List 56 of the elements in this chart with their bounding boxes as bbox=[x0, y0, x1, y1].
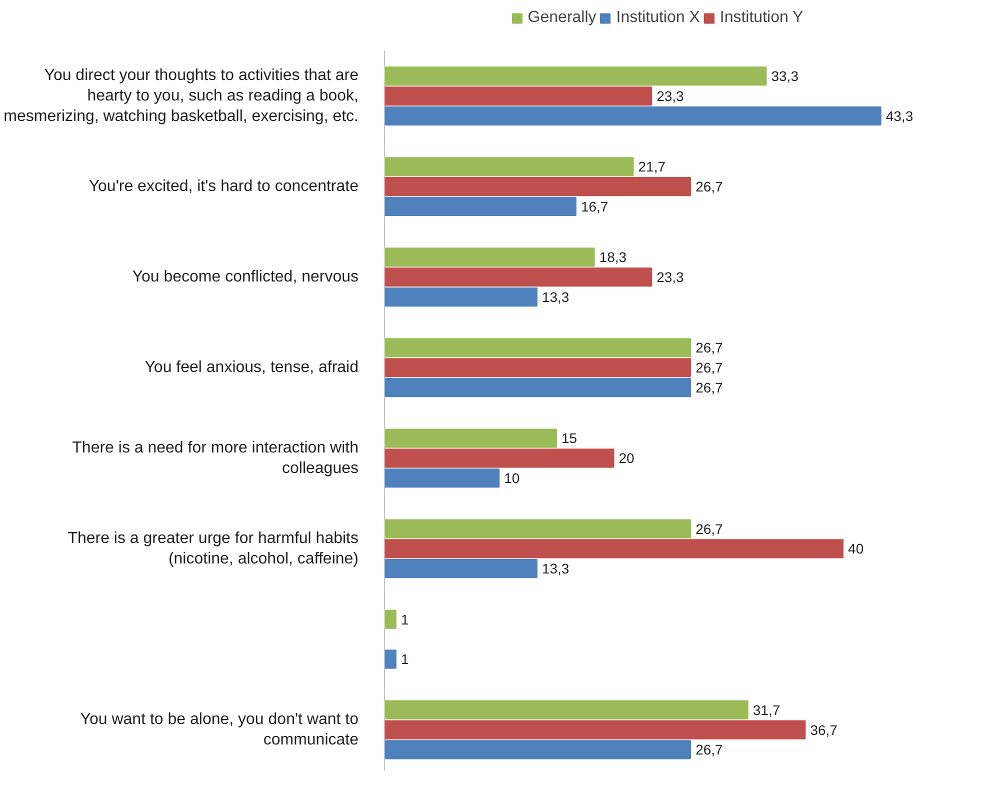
data-label: 21,7 bbox=[638, 158, 666, 175]
data-label: 26,7 bbox=[696, 742, 724, 758]
y-tick-label: You want to be alone, you don't want to communicate bbox=[80, 711, 359, 748]
data-label: 43,3 bbox=[886, 108, 914, 124]
data-label: 31,7 bbox=[752, 702, 780, 718]
legend-label: Institution Y bbox=[720, 9, 804, 27]
data-label: 33,3 bbox=[771, 68, 799, 84]
data-label: 26,7 bbox=[696, 360, 724, 376]
data-label: 36,7 bbox=[810, 722, 838, 738]
bar bbox=[384, 740, 692, 760]
bar bbox=[384, 650, 396, 669]
data-label: 23,3 bbox=[656, 88, 684, 104]
bar bbox=[384, 559, 538, 578]
bar bbox=[384, 378, 692, 398]
data-label: 10 bbox=[504, 470, 520, 486]
data-label: 13,3 bbox=[542, 289, 570, 306]
bar bbox=[384, 248, 595, 267]
y-tick-label: You feel anxious, tense, afraid bbox=[144, 359, 358, 376]
bar bbox=[384, 468, 500, 488]
bar bbox=[384, 86, 652, 106]
data-label: 23,3 bbox=[656, 269, 684, 286]
bar bbox=[384, 268, 652, 287]
data-label: 13,3 bbox=[542, 560, 570, 577]
data-label: 1 bbox=[400, 651, 409, 668]
bar bbox=[384, 700, 748, 720]
y-tick-label: You're excited, it's hard to concentrate bbox=[88, 178, 359, 196]
data-label: 26,7 bbox=[696, 340, 724, 356]
legend-label: Generally bbox=[528, 9, 596, 27]
data-label: 16,7 bbox=[580, 198, 608, 214]
bar bbox=[384, 539, 844, 558]
y-tick-label: There is a greater urge for harmful habits (nicotine, alcohol, caffeine) bbox=[68, 530, 359, 568]
data-label: 15 bbox=[561, 430, 578, 446]
data-label: 26,7 bbox=[696, 520, 724, 537]
bar bbox=[384, 338, 692, 358]
data-label: 26,7 bbox=[696, 178, 724, 195]
bar bbox=[384, 287, 538, 307]
bar bbox=[384, 358, 692, 378]
data-label: 40 bbox=[848, 540, 864, 557]
y-tick-label: You become conflicted, nervous bbox=[132, 268, 358, 286]
bar bbox=[384, 196, 576, 216]
data-label: 20 bbox=[618, 450, 635, 466]
bar bbox=[384, 428, 557, 448]
bar bbox=[384, 610, 396, 629]
data-label: 1 bbox=[400, 611, 409, 628]
bar bbox=[384, 720, 806, 740]
data-label: 18,3 bbox=[599, 249, 627, 266]
y-tick-label: There is a need for more interaction with colleagues bbox=[72, 439, 358, 477]
legend-label: Institution X bbox=[616, 9, 700, 27]
data-label: 26,7 bbox=[696, 380, 724, 396]
bar bbox=[384, 448, 614, 468]
bar bbox=[384, 177, 692, 196]
bar bbox=[384, 157, 634, 176]
bar bbox=[384, 519, 692, 538]
y-tick-label: You direct your thoughts to activities that are hearty to you, such as reading a book, mesmerizing, watching basketball, exercising, etc. bbox=[4, 67, 359, 125]
bar bbox=[384, 66, 767, 86]
bar bbox=[384, 106, 882, 126]
